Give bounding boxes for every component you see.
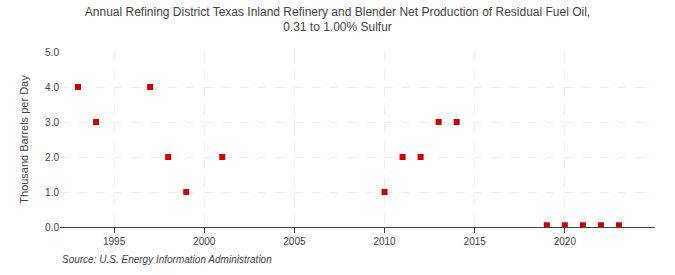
svg-text:2010: 2010 xyxy=(373,236,396,247)
svg-text:2005: 2005 xyxy=(283,236,306,247)
svg-text:2015: 2015 xyxy=(464,236,487,247)
svg-text:4.0: 4.0 xyxy=(45,82,59,93)
svg-text:2020: 2020 xyxy=(554,236,577,247)
svg-text:5.0: 5.0 xyxy=(45,47,59,58)
svg-text:1.0: 1.0 xyxy=(45,187,59,198)
svg-text:Annual Refining District Texas: Annual Refining District Texas Inland Re… xyxy=(85,5,590,35)
svg-text:2.0: 2.0 xyxy=(45,152,59,163)
svg-text:Source: U.S. Energy Informatio: Source: U.S. Energy Information Administ… xyxy=(62,254,272,265)
svg-text:1995: 1995 xyxy=(103,236,126,247)
svg-text:0.0: 0.0 xyxy=(45,222,59,233)
svg-text:Thousand Barrels per Day: Thousand Barrels per Day xyxy=(18,75,30,204)
svg-text:2000: 2000 xyxy=(193,236,216,247)
svg-text:3.0: 3.0 xyxy=(45,117,59,128)
